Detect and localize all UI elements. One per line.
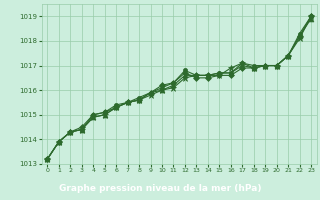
Text: Graphe pression niveau de la mer (hPa): Graphe pression niveau de la mer (hPa): [59, 184, 261, 193]
